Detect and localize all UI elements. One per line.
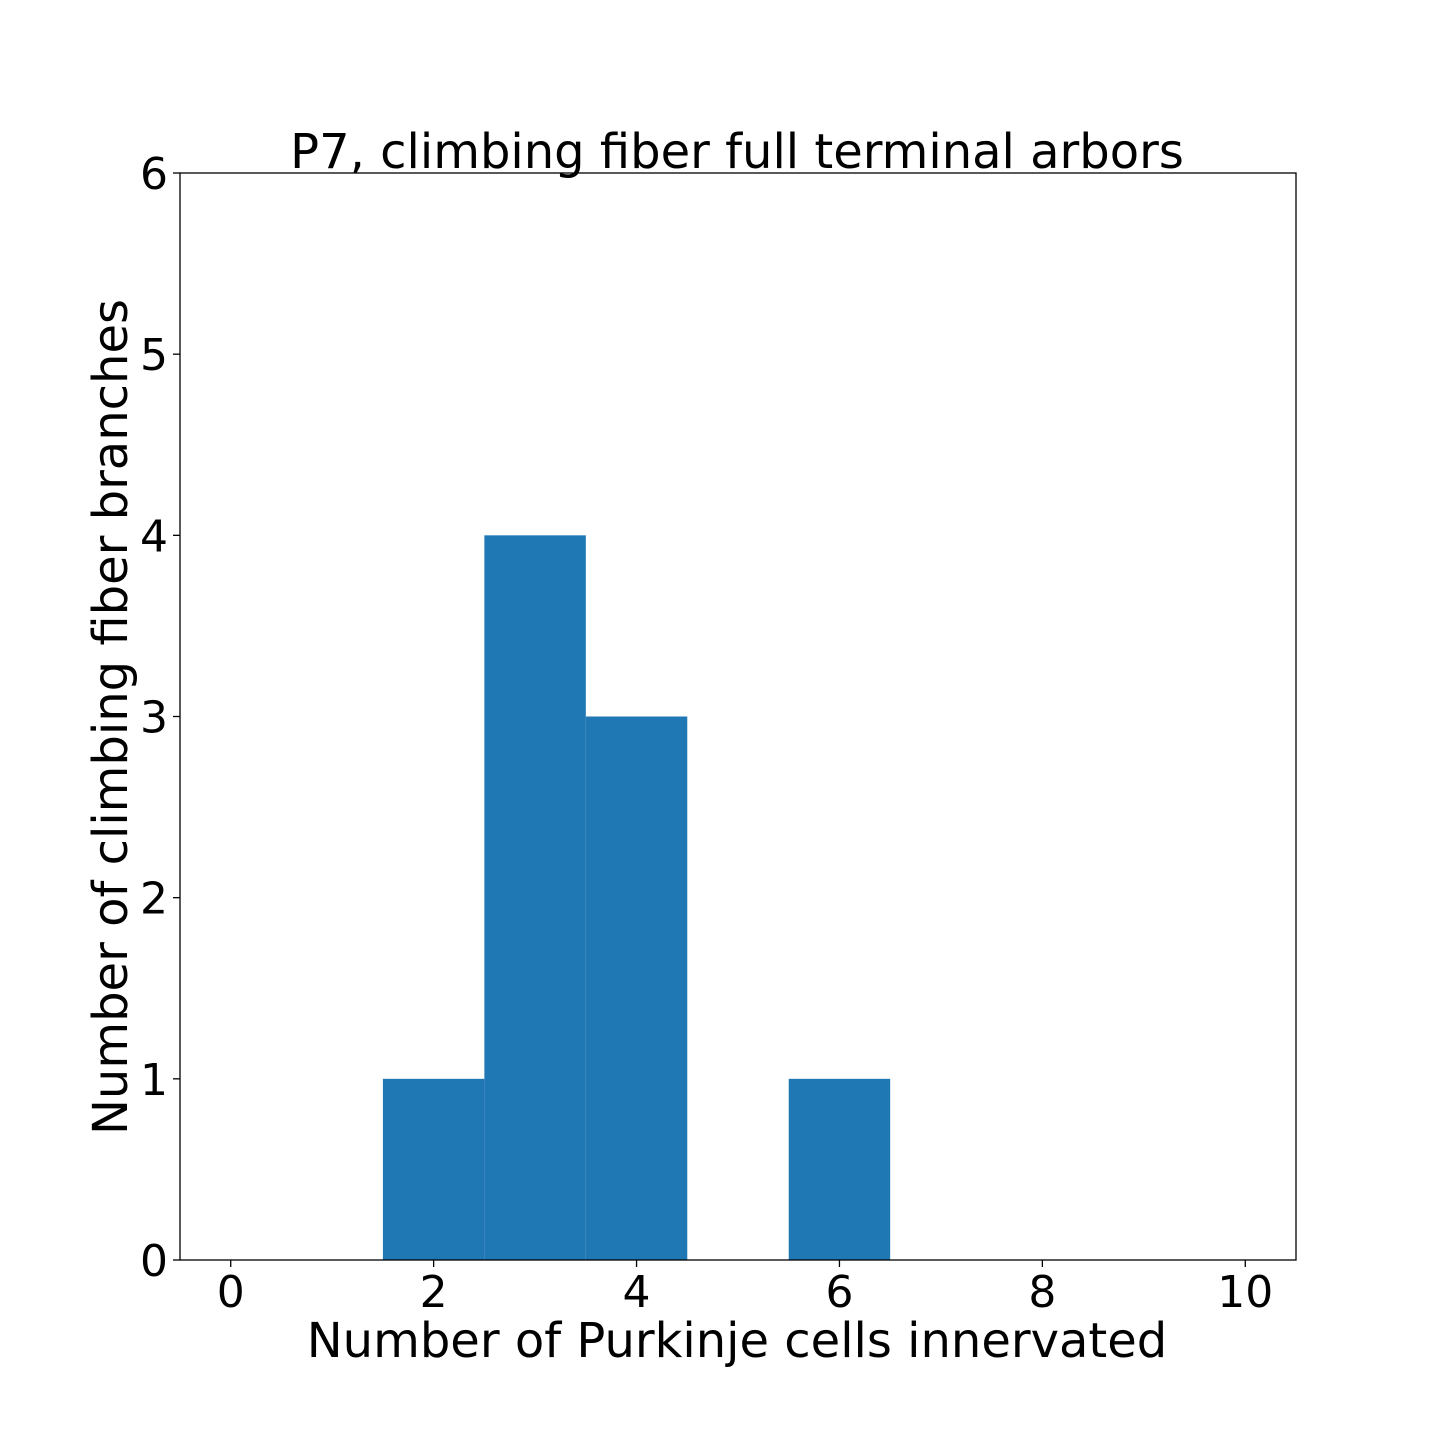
bars-group (382, 535, 891, 1260)
y-tick-label: 6 (140, 149, 168, 200)
plot-area-frame (179, 172, 1297, 1261)
x-axis-label: Number of Purkinje cells innervated (307, 1313, 1167, 1369)
y-tick-label: 0 (140, 1236, 168, 1287)
y-axis-label: Number of climbing fiber branches (83, 299, 139, 1135)
histogram-bar-3 (484, 535, 586, 1260)
x-tick-label: 6 (825, 1267, 853, 1318)
x-tick-label: 8 (1028, 1267, 1056, 1318)
histogram-bar-2 (382, 1078, 485, 1260)
y-tick-label: 2 (140, 874, 168, 925)
histogram-bar-6 (788, 1078, 891, 1260)
y-tick-label: 1 (140, 1055, 168, 1106)
y-tick-label: 4 (140, 511, 168, 562)
x-tick-label: 10 (1217, 1267, 1273, 1318)
y-axis-ticks: 0 1 2 3 4 5 6 (140, 149, 180, 1287)
y-tick-label: 5 (140, 330, 168, 381)
histogram-bar-4 (585, 716, 688, 1260)
x-tick-label: 2 (420, 1267, 448, 1318)
x-tick-label: 4 (623, 1267, 651, 1318)
x-tick-label: 0 (217, 1267, 245, 1318)
y-tick-label: 3 (140, 693, 168, 744)
x-axis-ticks: 0 2 4 6 8 10 (217, 1260, 1273, 1318)
chart-title: P7, climbing fiber full terminal arbors (290, 124, 1184, 180)
